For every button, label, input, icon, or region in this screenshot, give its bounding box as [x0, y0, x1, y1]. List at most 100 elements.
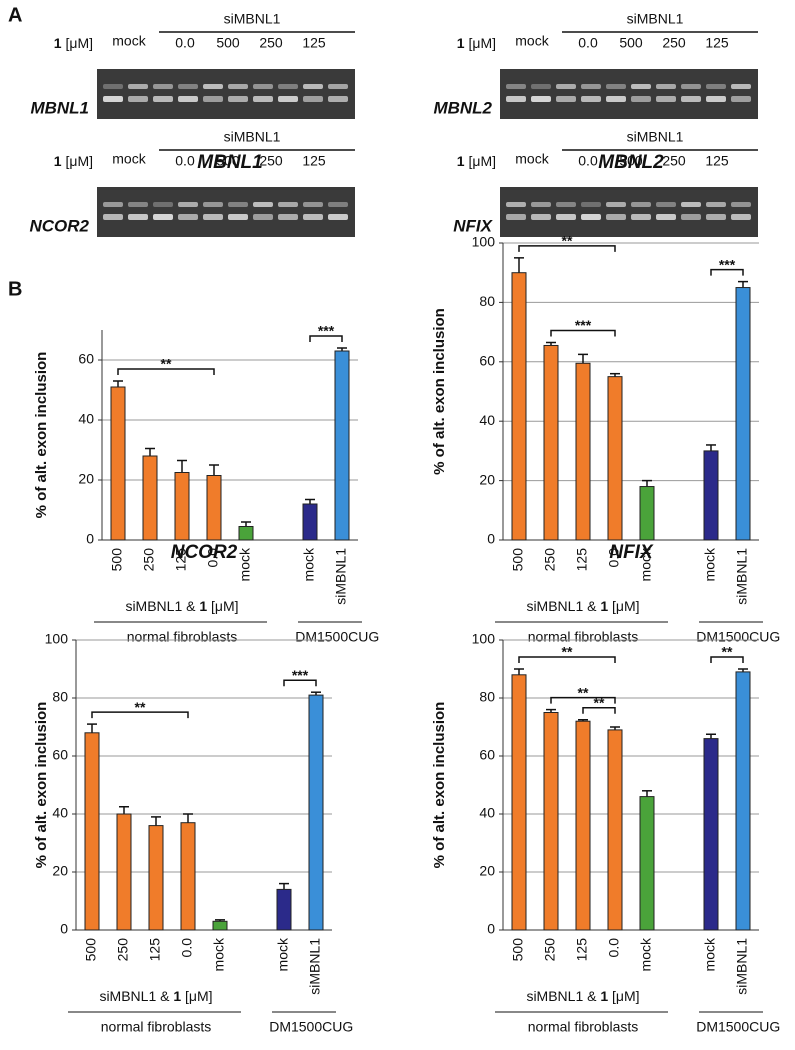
- bar: [84, 732, 100, 931]
- y-tick-label: 40: [479, 805, 495, 821]
- gel-conc-label: 500: [216, 153, 240, 169]
- x-tick-label: 125: [574, 938, 590, 962]
- gel-band: [606, 96, 626, 102]
- bar: [238, 526, 254, 541]
- gel-band: [556, 202, 576, 207]
- y-tick-label: 20: [78, 471, 94, 487]
- x-tick-label: 250: [141, 548, 157, 572]
- gel-band: [631, 214, 651, 220]
- conc-unit: [μM]: [65, 35, 93, 51]
- gel-band: [128, 84, 148, 89]
- significance-label: ***: [292, 667, 309, 683]
- significance-bracket: [518, 245, 616, 252]
- x-tick-label: 500: [510, 548, 526, 572]
- treatment-label-part: siMBNL1 &: [99, 988, 173, 1004]
- gel-treatment-label: siMBNL1: [224, 129, 281, 145]
- treatment-label-part: 1: [199, 598, 207, 614]
- gel-conc-unit: 1 [μM]: [457, 153, 496, 169]
- gel-band: [178, 202, 198, 207]
- bar: [142, 455, 158, 541]
- y-tick-label: 40: [52, 805, 68, 821]
- treatment-label-part: 1: [600, 598, 608, 614]
- x-tick-label: 0.0: [179, 938, 195, 958]
- gel-conc-label: 250: [662, 153, 686, 169]
- group-label: normal fibroblasts: [528, 629, 639, 645]
- treatment-label: siMBNL1 & 1 [μM]: [99, 988, 212, 1004]
- gel-conc-label: 0.0: [578, 35, 598, 51]
- y-tick-label: 60: [78, 351, 94, 367]
- x-tick-label: 250: [542, 548, 558, 572]
- gel-gene-label: NCOR2: [29, 216, 89, 235]
- y-axis-label: % of alt. exon inclusion: [431, 308, 448, 475]
- x-tick-label: mock: [702, 937, 718, 971]
- gel-band: [303, 202, 323, 207]
- gel-band: [103, 202, 123, 207]
- gel-band: [506, 96, 526, 102]
- group-label: DM1: [295, 629, 325, 645]
- y-tick-label: 100: [472, 234, 496, 250]
- gel-band: [278, 84, 298, 89]
- y-tick-label: 0: [487, 531, 495, 547]
- x-tick-label: 125: [574, 548, 590, 572]
- gel-treatment-label: siMBNL1: [627, 11, 684, 27]
- gel-band: [228, 202, 248, 207]
- group-label: normal fibroblasts: [528, 1019, 639, 1035]
- gel-band: [203, 214, 223, 220]
- gel-band: [128, 202, 148, 207]
- y-axis-label: % of alt. exon inclusion: [33, 352, 50, 519]
- bar: [110, 386, 126, 541]
- y-tick-label: 0: [60, 921, 68, 937]
- y-tick-label: 60: [52, 747, 68, 763]
- conc-unit: [μM]: [65, 153, 93, 169]
- gel-conc-label: 125: [705, 153, 729, 169]
- group-label: 500CUG: [726, 629, 780, 645]
- gel-band: [656, 96, 676, 102]
- y-tick-label: 20: [52, 863, 68, 879]
- chart-title: MBNL1: [197, 152, 262, 173]
- y-tick-label: 0: [487, 921, 495, 937]
- gel-band: [556, 214, 576, 220]
- significance-bracket: [550, 329, 616, 337]
- x-tick-label: siMBNL1: [333, 548, 349, 605]
- gel-band: [556, 96, 576, 102]
- y-tick-label: 40: [479, 412, 495, 428]
- x-tick-label: 125: [147, 938, 163, 962]
- gel-band: [706, 84, 726, 89]
- significance-bracket: [117, 368, 215, 375]
- gel-band: [606, 202, 626, 207]
- gel-conc-label: 125: [705, 35, 729, 51]
- significance-bracket: [582, 707, 616, 714]
- gel-band: [228, 96, 248, 102]
- gel-band: [631, 202, 651, 207]
- gel-band: [731, 84, 751, 89]
- treatment-label: siMBNL1 & 1 [μM]: [526, 988, 639, 1004]
- bar: [543, 344, 559, 541]
- bar: [575, 720, 591, 931]
- bar: [206, 475, 222, 541]
- significance-label: **: [722, 644, 733, 660]
- gel-conc-label: 250: [259, 35, 283, 51]
- gel-conc-unit: 1 [μM]: [54, 153, 93, 169]
- gel-gene-label: NFIX: [453, 216, 493, 235]
- gel-band: [506, 84, 526, 89]
- gel-conc-label: 125: [302, 153, 326, 169]
- significance-label: **: [562, 644, 573, 660]
- conc-prefix: 1: [54, 153, 62, 169]
- group-label: 500CUG: [726, 1019, 780, 1035]
- significance-label: ***: [719, 256, 736, 272]
- gel-conc-label: 0.0: [175, 35, 195, 51]
- significance-bracket: [309, 335, 343, 342]
- gel-conc-label: 500: [619, 153, 643, 169]
- bar: [543, 712, 559, 931]
- gel-band: [606, 84, 626, 89]
- gel-image: [97, 187, 355, 237]
- x-tick-label: 250: [542, 938, 558, 962]
- y-tick-label: 0: [86, 531, 94, 547]
- treatment-label-part: 1: [173, 988, 181, 1004]
- gel-band: [681, 214, 701, 220]
- gel-treatment-label: siMBNL1: [224, 11, 281, 27]
- gel-mock-label: mock: [515, 33, 549, 49]
- gel-band: [506, 214, 526, 220]
- significance-label: ***: [575, 317, 592, 333]
- gel-band: [278, 96, 298, 102]
